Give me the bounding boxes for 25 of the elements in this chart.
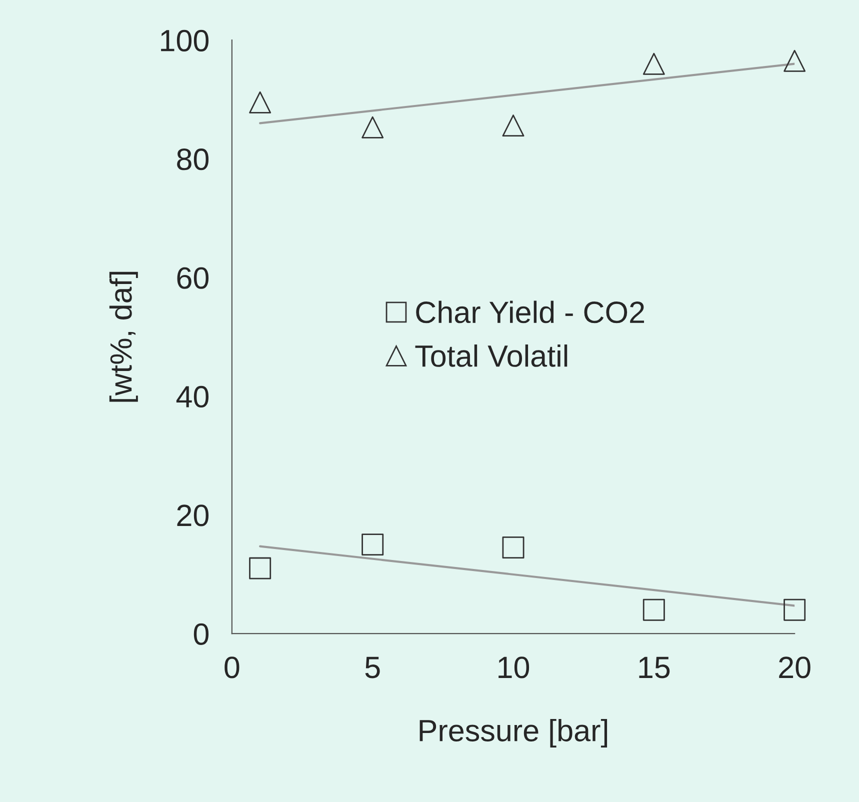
y-tick-label: 20 <box>177 504 209 526</box>
y-tick-label: 100 <box>161 30 209 52</box>
x-tick-label: 0 <box>224 656 240 678</box>
y-tick-label: 60 <box>177 267 209 289</box>
x-tick-label: 15 <box>639 656 670 678</box>
point <box>642 52 665 75</box>
point <box>249 557 272 580</box>
x-axis-title: Pressure [bar] <box>420 719 608 748</box>
point <box>362 116 384 138</box>
x-tick-label: 10 <box>498 656 530 678</box>
y-tick-label: 80 <box>177 148 209 170</box>
point <box>502 536 524 559</box>
x-tick-label: 5 <box>365 656 380 678</box>
point <box>784 598 806 621</box>
point <box>784 50 806 72</box>
y-axis-title: [wt%, daf] <box>109 272 138 402</box>
x-tick-label: 20 <box>779 656 810 678</box>
point <box>642 598 665 621</box>
legend-label: Total Volatil <box>415 344 568 367</box>
point <box>502 114 524 137</box>
y-tick-label: 40 <box>176 386 209 408</box>
y-tick-label: 0 <box>194 623 209 645</box>
point <box>362 534 384 556</box>
point <box>249 91 272 114</box>
legend-label: Char Yield - CO2 <box>416 300 644 324</box>
